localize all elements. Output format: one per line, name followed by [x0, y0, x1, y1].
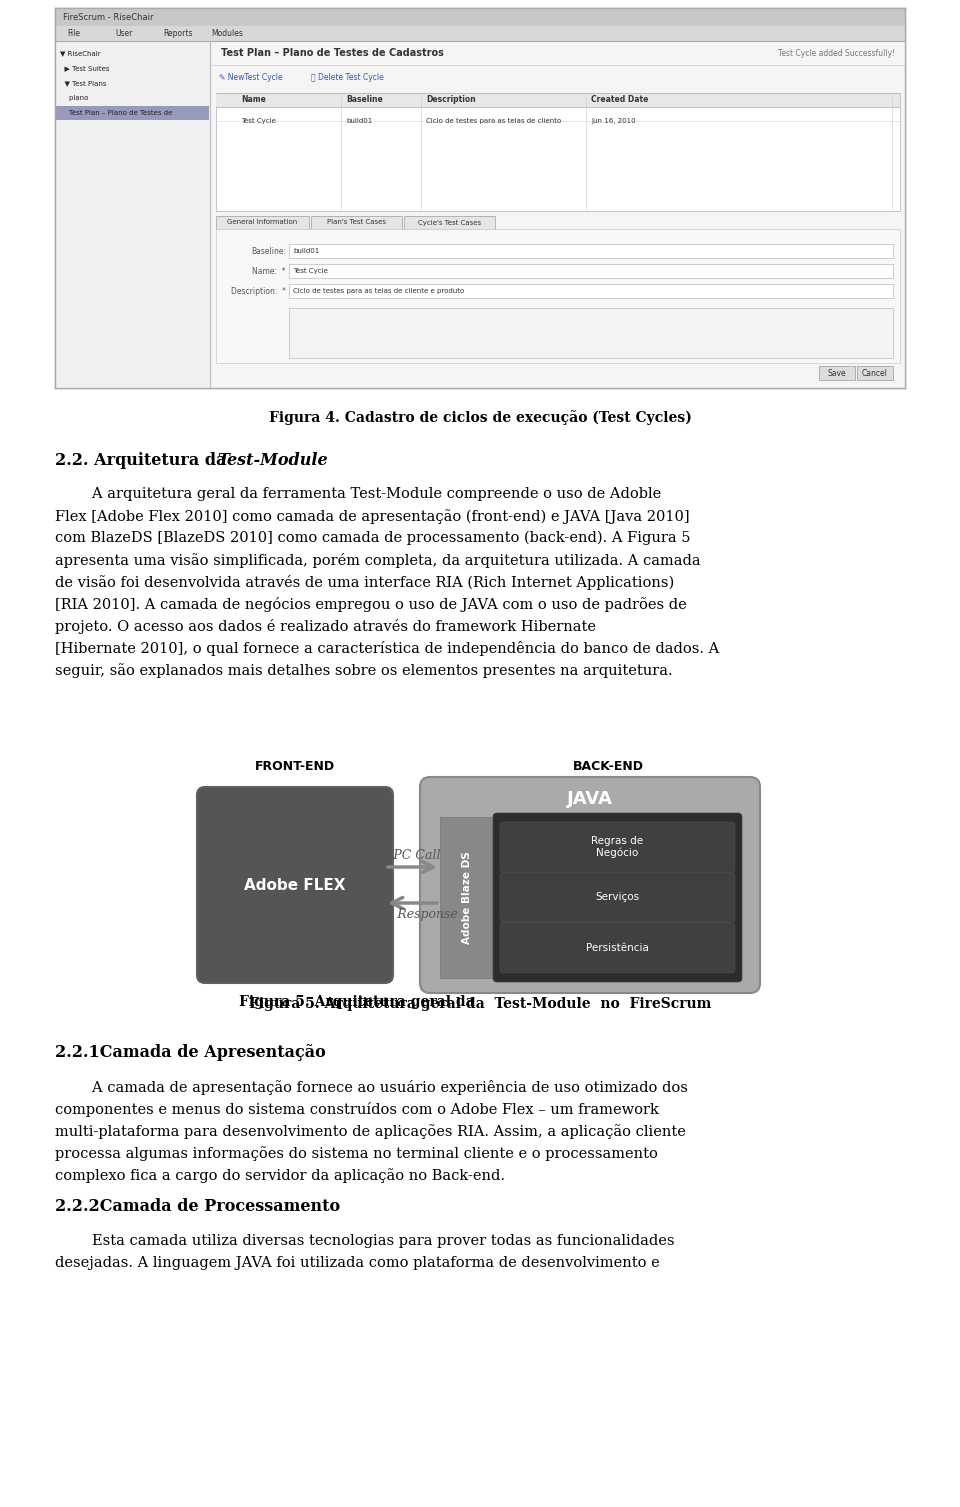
- Text: projeto. O acesso aos dados é realizado através do framework Hibernate: projeto. O acesso aos dados é realizado …: [55, 619, 596, 634]
- Text: Plan's Test Cases: Plan's Test Cases: [327, 220, 386, 226]
- Text: build01: build01: [346, 118, 372, 124]
- Text: Ciclo de testes para as telas de cliente e produto: Ciclo de testes para as telas de cliente…: [293, 288, 465, 294]
- FancyBboxPatch shape: [857, 366, 893, 380]
- Text: FRONT-END: FRONT-END: [255, 760, 335, 773]
- Text: File: File: [67, 29, 80, 38]
- Text: Test Cycle: Test Cycle: [293, 268, 328, 274]
- Text: Test-Module: Test-Module: [217, 452, 327, 469]
- FancyBboxPatch shape: [493, 812, 742, 983]
- FancyBboxPatch shape: [216, 93, 900, 107]
- FancyBboxPatch shape: [420, 778, 760, 993]
- FancyBboxPatch shape: [500, 821, 735, 873]
- Text: Figura 4. Cadastro de ciclos de execução (Test Cycles): Figura 4. Cadastro de ciclos de execução…: [269, 410, 691, 425]
- Text: Reports: Reports: [163, 29, 193, 38]
- Text: Cancel: Cancel: [862, 369, 888, 377]
- Text: [Hibernate 2010], o qual fornece a característica de independência do banco de d: [Hibernate 2010], o qual fornece a carac…: [55, 640, 719, 656]
- FancyBboxPatch shape: [500, 873, 735, 922]
- Text: RPC Call: RPC Call: [384, 848, 441, 862]
- Text: Regras de
Negócio: Regras de Negócio: [591, 836, 643, 859]
- FancyBboxPatch shape: [55, 41, 210, 387]
- Text: A arquitetura geral da ferramenta Test-Module compreende o uso de Adoble: A arquitetura geral da ferramenta Test-M…: [55, 487, 661, 500]
- Text: com BlazeDS [BlazeDS 2010] como camada de processamento (back-end). A Figura 5: com BlazeDS [BlazeDS 2010] como camada d…: [55, 530, 690, 546]
- Text: complexo fica a cargo do servidor da aplicação no Back-end.: complexo fica a cargo do servidor da apl…: [55, 1168, 505, 1183]
- Text: 🗑 Delete Test Cycle: 🗑 Delete Test Cycle: [311, 74, 384, 83]
- FancyBboxPatch shape: [211, 41, 905, 387]
- Text: ✎ NewTest Cycle: ✎ NewTest Cycle: [219, 74, 282, 83]
- Text: JAVA: JAVA: [567, 790, 612, 808]
- Text: Adobe Blaze DS: Adobe Blaze DS: [462, 851, 471, 943]
- Text: plano: plano: [60, 95, 88, 101]
- FancyBboxPatch shape: [404, 216, 495, 229]
- Text: ▶ Test Suites: ▶ Test Suites: [60, 65, 109, 71]
- Text: processa algumas informações do sistema no terminal cliente e o processamento: processa algumas informações do sistema …: [55, 1145, 658, 1160]
- Text: BACK-END: BACK-END: [572, 760, 643, 773]
- Text: A camada de apresentação fornece ao usuário experiência de uso otimizado dos: A camada de apresentação fornece ao usuá…: [55, 1081, 688, 1096]
- Text: User: User: [115, 29, 132, 38]
- FancyBboxPatch shape: [216, 93, 900, 211]
- Text: seguir, são explanados mais detalhes sobre os elementos presentes na arquitetura: seguir, são explanados mais detalhes sob…: [55, 663, 673, 678]
- FancyBboxPatch shape: [55, 8, 905, 26]
- Text: multi-plataforma para desenvolvimento de aplicações RIA. Assim, a aplicação clie: multi-plataforma para desenvolvimento de…: [55, 1124, 685, 1139]
- Text: Esta camada utiliza diversas tecnologias para prover todas as funcionalidades: Esta camada utiliza diversas tecnologias…: [55, 1234, 675, 1248]
- FancyBboxPatch shape: [500, 922, 735, 974]
- FancyBboxPatch shape: [197, 787, 393, 983]
- FancyBboxPatch shape: [289, 283, 893, 298]
- FancyBboxPatch shape: [289, 244, 893, 258]
- Text: Adobe FLEX: Adobe FLEX: [244, 877, 346, 892]
- FancyBboxPatch shape: [216, 229, 900, 363]
- FancyBboxPatch shape: [819, 366, 855, 380]
- FancyBboxPatch shape: [55, 8, 905, 387]
- Text: Cycle's Test Cases: Cycle's Test Cases: [418, 220, 481, 226]
- Text: ▼ Test Plans: ▼ Test Plans: [60, 80, 107, 86]
- FancyBboxPatch shape: [216, 216, 309, 229]
- Text: Jun 16, 2010: Jun 16, 2010: [591, 118, 636, 124]
- FancyBboxPatch shape: [56, 105, 209, 121]
- Text: build01: build01: [293, 249, 320, 255]
- Text: 2.2.1Camada de Apresentação: 2.2.1Camada de Apresentação: [55, 1044, 325, 1061]
- Text: 2.2.2Camada de Processamento: 2.2.2Camada de Processamento: [55, 1198, 340, 1215]
- Text: [RIA 2010]. A camada de negócios empregou o uso de JAVA com o uso de padrões de: [RIA 2010]. A camada de negócios emprego…: [55, 597, 686, 612]
- Text: Description: Description: [426, 95, 476, 104]
- FancyBboxPatch shape: [289, 264, 893, 277]
- Text: Test Cycle: Test Cycle: [241, 118, 276, 124]
- Text: apresenta uma visão simplificada, porém completa, da arquitetura utilizada. A ca: apresenta uma visão simplificada, porém …: [55, 553, 701, 568]
- FancyBboxPatch shape: [55, 26, 905, 41]
- FancyBboxPatch shape: [440, 817, 493, 978]
- Text: Name:  *: Name: *: [252, 267, 286, 276]
- Text: General Information: General Information: [228, 220, 298, 226]
- FancyBboxPatch shape: [311, 216, 402, 229]
- Text: Test Plan – Plano de Testes de Cadastros: Test Plan – Plano de Testes de Cadastros: [221, 48, 444, 57]
- Text: Save: Save: [828, 369, 847, 377]
- FancyBboxPatch shape: [289, 307, 893, 359]
- Text: Flex [Adobe Flex 2010] como camada de apresentação (front-end) e JAVA [Java 2010: Flex [Adobe Flex 2010] como camada de ap…: [55, 509, 689, 524]
- Text: componentes e menus do sistema construídos com o Adobe Flex – um framework: componentes e menus do sistema construíd…: [55, 1102, 659, 1117]
- Text: 2.2. Arquitetura da: 2.2. Arquitetura da: [55, 452, 232, 469]
- Text: Modules: Modules: [211, 29, 243, 38]
- Text: Baseline: Baseline: [346, 95, 383, 104]
- Text: de visão foi desenvolvida através de uma interface RIA (Rich Internet Applicatio: de visão foi desenvolvida através de uma…: [55, 576, 674, 591]
- Text: ▼ RiseChair: ▼ RiseChair: [60, 50, 101, 56]
- Text: Test Plan – Plano de Testes de: Test Plan – Plano de Testes de: [60, 110, 173, 116]
- Text: FireScrum - RiseChair: FireScrum - RiseChair: [63, 12, 154, 21]
- Text: Baseline:: Baseline:: [251, 247, 286, 256]
- Text: Name: Name: [241, 95, 266, 104]
- Text: Created Date: Created Date: [591, 95, 648, 104]
- Text: Persistência: Persistência: [586, 943, 649, 952]
- Text: Ciclo de testes para as telas de cliento: Ciclo de testes para as telas de cliento: [426, 118, 562, 124]
- Text: RPC Response: RPC Response: [367, 909, 458, 921]
- Text: Serviços: Serviços: [595, 892, 639, 903]
- Text: desejadas. A linguagem JAVA foi utilizada como plataforma de desenvolvimento e: desejadas. A linguagem JAVA foi utilizad…: [55, 1255, 660, 1270]
- Text: Figura 5. Arquitetura geral da  Test-Module  no  FireScrum: Figura 5. Arquitetura geral da Test-Modu…: [249, 998, 711, 1011]
- Text: Test Cycle added Successfully!: Test Cycle added Successfully!: [778, 48, 895, 57]
- Text: Figura 5. Arquitetura geral da: Figura 5. Arquitetura geral da: [239, 995, 480, 1010]
- Text: Description:  *: Description: *: [231, 286, 286, 295]
